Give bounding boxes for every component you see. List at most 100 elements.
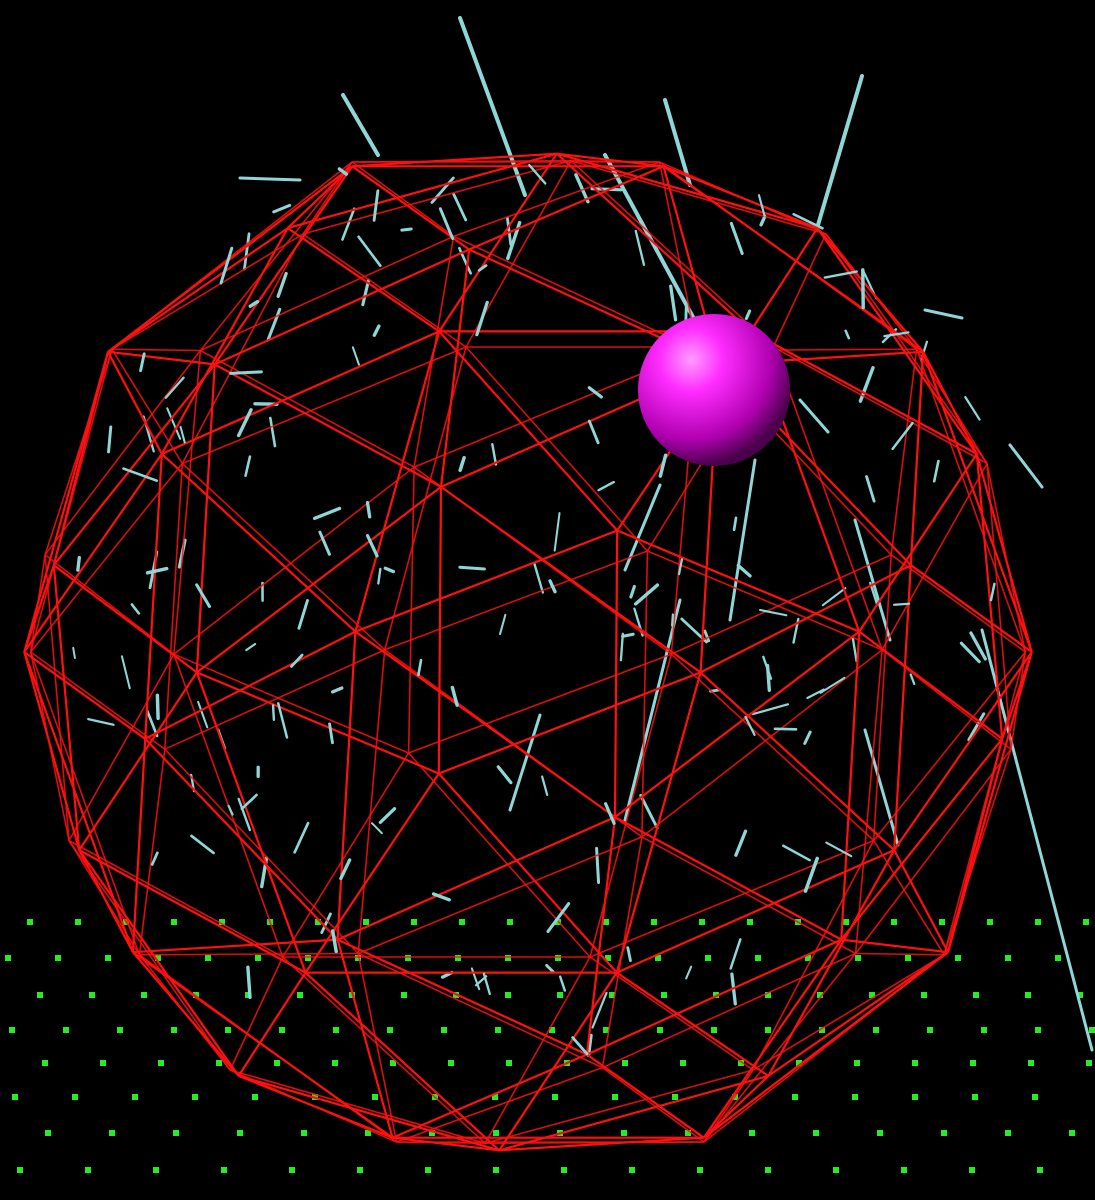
needle-line	[266, 307, 282, 342]
needle-line	[276, 702, 289, 739]
wireframe-edge	[915, 348, 1027, 653]
grid-dot	[901, 1167, 907, 1173]
needle-line	[417, 658, 423, 677]
grid-dot	[749, 1130, 755, 1136]
grid-dot	[657, 1027, 663, 1033]
wireframe-edge	[468, 165, 664, 251]
grid-dot	[680, 1060, 686, 1066]
grid-dot	[109, 1130, 115, 1136]
wireframe-edge	[439, 249, 471, 488]
wireframe-edge	[44, 350, 202, 556]
wireframe-edge	[616, 529, 860, 633]
grid-dot	[1086, 1060, 1092, 1066]
needle-line	[533, 562, 545, 594]
wireframe-edge	[586, 1053, 705, 1139]
needle-line	[372, 189, 380, 222]
wireframe-edge	[840, 631, 861, 940]
grid-dot	[27, 919, 33, 925]
needle-line	[587, 419, 600, 445]
grid-dot	[873, 1027, 879, 1033]
wireframe-edge	[181, 462, 386, 651]
needle-line	[195, 583, 211, 608]
needle-line	[107, 425, 113, 454]
grid-dot	[973, 992, 979, 998]
needle-line	[744, 309, 752, 320]
needle-line	[816, 74, 864, 227]
needle-line	[276, 271, 288, 299]
grid-dot	[9, 1027, 15, 1033]
wireframe-edge	[438, 330, 619, 532]
needle-line	[438, 207, 455, 240]
grid-dot	[629, 1167, 635, 1173]
needle-line	[825, 841, 853, 858]
wireframe-edge	[641, 649, 883, 838]
needle-line	[450, 685, 459, 707]
needle-line	[744, 715, 756, 736]
wireframe-edge	[107, 351, 163, 455]
needle-line	[219, 246, 234, 285]
wireframe-edge	[78, 849, 307, 974]
wireframe-edge	[160, 227, 289, 455]
magenta-ball[interactable]	[638, 314, 790, 466]
grid-dot	[171, 1027, 177, 1033]
wireframe-edge	[909, 351, 925, 566]
needle-line	[243, 232, 251, 271]
wireframe-edge	[922, 351, 1033, 653]
wireframe-edge	[893, 565, 912, 851]
wireframe-edge	[68, 839, 284, 958]
needle-line	[155, 693, 160, 721]
grid-dot	[869, 992, 875, 998]
needle-line	[819, 676, 846, 694]
wireframe-edge	[384, 550, 648, 651]
wireframe-edge	[214, 248, 470, 366]
grid-dot	[100, 1060, 106, 1066]
needle-line	[853, 518, 892, 642]
wireframe-edge	[30, 651, 166, 750]
wireframe-edge	[111, 348, 201, 352]
wireframe-edge	[138, 954, 398, 1143]
needle-line	[883, 331, 910, 338]
needle-line	[237, 797, 252, 832]
grid-dot	[493, 1130, 499, 1136]
wireframe-edge	[337, 816, 616, 941]
needle-line	[341, 207, 356, 241]
wireframe-edge	[173, 653, 409, 754]
wireframe-edge	[893, 849, 949, 953]
wireframe-edge	[641, 836, 856, 955]
needle-line	[383, 566, 396, 574]
needle-line	[150, 851, 159, 866]
grid-dot	[955, 955, 961, 961]
grid-dot	[1055, 955, 1061, 961]
needle-line	[370, 822, 383, 835]
wireframe-edge	[647, 550, 883, 651]
wireframe-edge	[44, 348, 113, 556]
wireframe-edge	[1001, 651, 1033, 740]
wireframe-edge	[702, 938, 843, 1139]
wireframe-edge	[767, 849, 896, 1077]
wireframe-edge	[282, 956, 486, 1144]
grid-dot	[72, 1094, 78, 1100]
wireframe-edge	[44, 554, 70, 841]
needle-line	[164, 376, 185, 399]
needle-line	[792, 212, 824, 230]
grid-dot	[552, 1094, 558, 1100]
grid-dot	[852, 1094, 858, 1100]
grid-dot	[205, 955, 211, 961]
wireframe-edge	[213, 165, 354, 366]
wireframe-edge	[237, 972, 307, 1077]
wireframe-edge	[589, 956, 754, 1071]
grid-dot	[42, 1060, 48, 1066]
wireframe-edge	[196, 671, 440, 775]
grid-dot	[1089, 1027, 1095, 1033]
grid-dot	[981, 1027, 987, 1033]
grid-dot	[216, 1060, 222, 1066]
needle-line	[328, 722, 334, 745]
needle-line	[475, 300, 489, 337]
needle-line	[759, 608, 788, 617]
needle-line	[145, 709, 159, 738]
needle-line	[87, 717, 115, 726]
needle-line	[431, 892, 451, 902]
wireframe-edge	[854, 649, 883, 954]
grid-dot	[621, 1130, 627, 1136]
